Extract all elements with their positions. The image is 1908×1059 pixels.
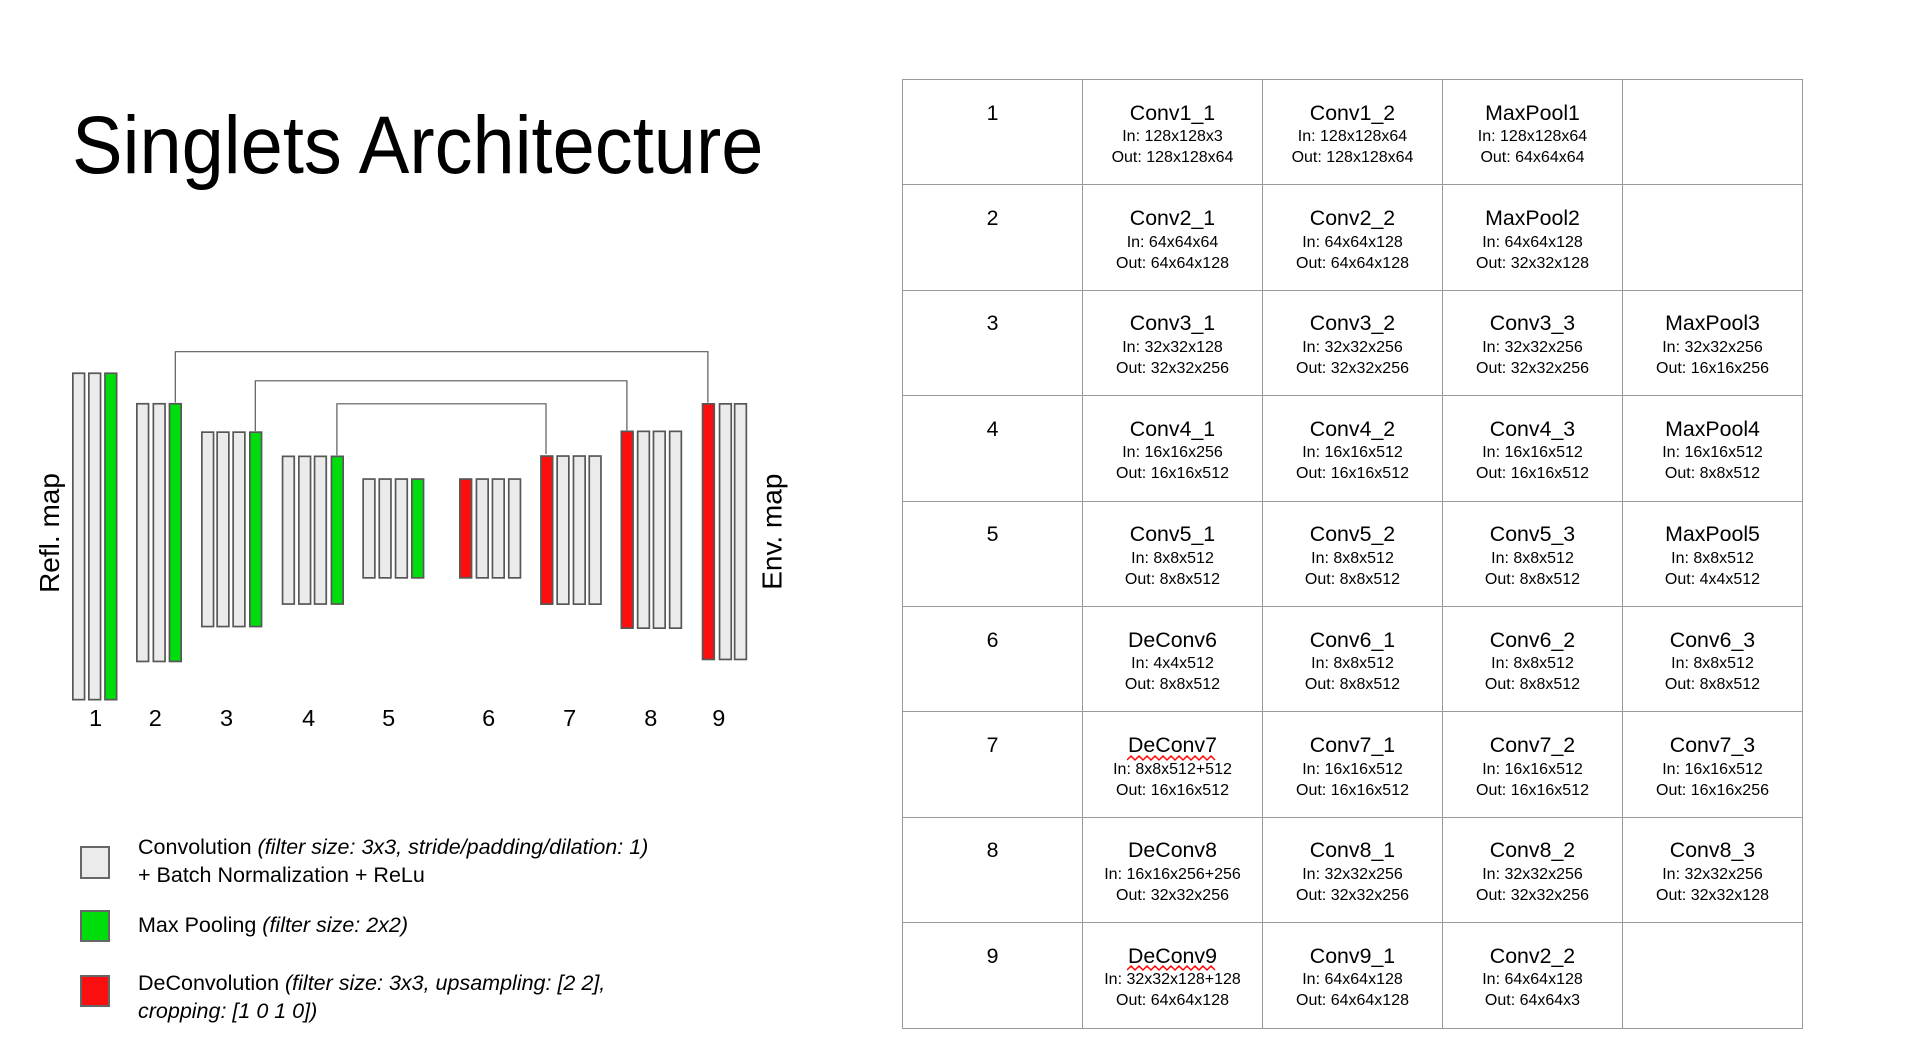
- svg-text:Refl. map: Refl. map: [34, 473, 65, 593]
- svg-text:7: 7: [563, 705, 576, 731]
- svg-text:2: 2: [149, 705, 162, 731]
- svg-text:5: 5: [382, 705, 395, 731]
- svg-text:1: 1: [89, 705, 102, 731]
- svg-text:4: 4: [302, 705, 315, 731]
- svg-text:Env. map: Env. map: [757, 474, 788, 590]
- svg-text:8: 8: [644, 705, 657, 731]
- svg-text:6: 6: [482, 705, 495, 731]
- svg-text:3: 3: [220, 705, 233, 731]
- svg-text:9: 9: [712, 705, 725, 731]
